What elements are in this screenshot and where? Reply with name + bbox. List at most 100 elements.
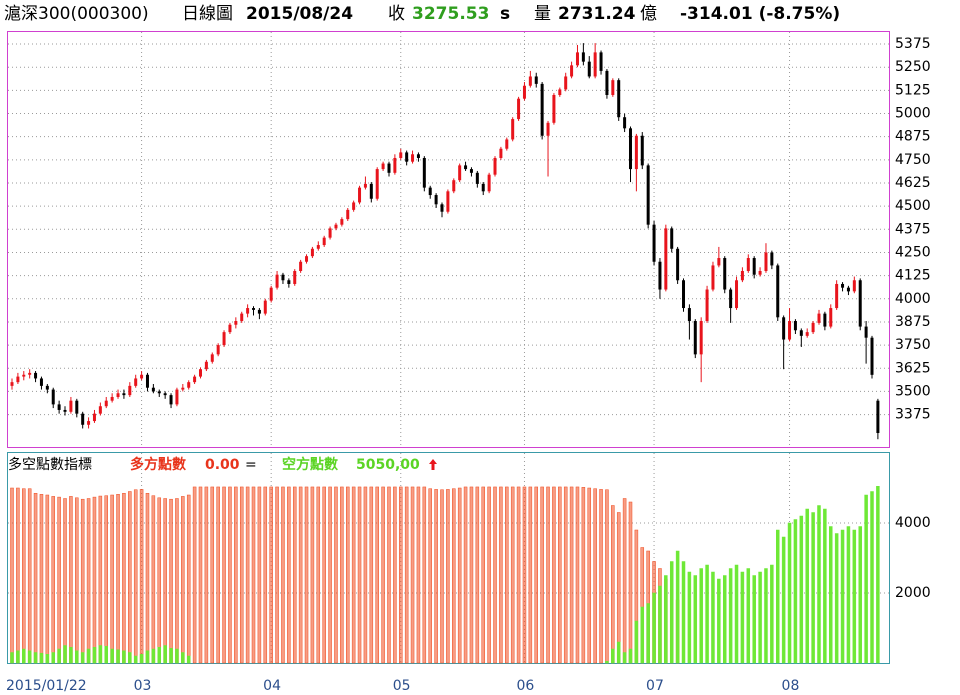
indicator-bar [722,575,727,664]
indicator-bar [275,486,279,664]
indicator-bar [57,648,61,664]
indicator-bar [328,486,332,664]
candle-body [670,228,674,249]
x-tick-label: 05 [393,678,411,694]
indicator-bar [858,526,862,664]
candle-body [234,321,238,325]
indicator-bar [422,486,427,664]
candle-body [299,261,303,271]
candle-body [446,191,450,212]
indicator-bar [817,505,821,664]
indicator-bar [133,489,138,664]
indicator-bar [599,489,603,664]
candle-body [163,393,167,396]
indicator-bar [652,592,656,664]
candle-body [764,252,768,271]
candle-body [393,157,397,173]
indicator-bar [393,486,397,664]
candle-body [864,326,868,338]
candle-body [599,52,603,71]
indicator-bar [375,486,379,664]
candle-body [564,76,568,90]
indicator-bar [69,496,73,664]
indicator-bar [163,498,167,664]
candle-body [39,378,43,386]
indicator-bar [245,486,250,664]
candle-body [287,280,291,284]
candle-body [581,52,585,62]
x-tick-label: 03 [134,678,152,694]
indicator-bar [175,498,179,664]
candle-body [505,139,509,149]
indicator-bar [752,575,756,664]
x-tick-label: 07 [646,678,664,694]
indicator-bar [151,648,156,664]
indicator-bar [16,487,20,664]
candle-body [699,321,703,355]
indicator-bar [340,486,344,664]
indicator-bar [222,486,226,664]
y-tick-label: 5000 [895,106,931,122]
candle-body [705,289,709,322]
indicator-bar [711,571,715,664]
candle-body [628,128,632,170]
indicator-bar [63,498,67,664]
y-tick-label: 5250 [895,59,931,75]
candle-body [723,258,727,290]
candle-body [104,400,108,407]
candle-body [811,322,815,333]
indicator-bar [310,486,315,664]
indicator-bar [116,649,120,664]
indicator-bar [287,486,291,664]
candle-body [499,148,503,158]
candle-body [693,321,697,355]
indicator-bar [552,486,556,664]
indicator-bar [811,512,815,664]
candle-body [823,313,827,327]
indicator-bar [563,486,568,664]
candle-body [788,321,792,340]
candle-body [122,393,126,396]
candle-body [399,152,403,158]
indicator-bar [776,529,780,664]
candle-body [652,224,656,262]
candle-body [522,85,526,99]
candle-body [422,157,426,188]
up-arrow [429,459,437,470]
indicator-bar [133,655,138,664]
indicator-bar [452,488,456,664]
indicator-bar [640,606,645,664]
indicator-bar [51,652,55,664]
indicator-bar [528,486,533,664]
indicator-bar [799,515,804,664]
indicator-bar [110,494,114,664]
candle-body [175,389,179,405]
candle-body [440,204,444,212]
indicator-bar [493,486,497,664]
candle-body [252,308,256,310]
close-label: 收 [388,4,405,24]
legend-separator: = [245,457,257,473]
indicator-bar [322,486,326,664]
indicator-bar [98,495,103,664]
indicator-bar [363,486,368,664]
candle-body [34,372,38,379]
candle-body [611,80,615,95]
volume-unit: 億 [640,4,657,24]
indicator-bar [622,498,627,664]
indicator-bar [163,645,167,664]
y-tick-label: 3375 [895,407,931,423]
candle-body [546,122,550,136]
indicator-bar [63,645,67,664]
date: 2015/08/24 [246,4,353,24]
indicator-bar [705,564,709,664]
candle-body [369,183,373,199]
candle-body [534,76,538,84]
indicator-bar [387,486,391,664]
candle-body [687,308,691,322]
indicator-bar [628,648,633,664]
indicator-bar [192,486,197,664]
price-panel [7,31,890,448]
indicator-bar [681,561,686,664]
candle-body [346,209,350,220]
